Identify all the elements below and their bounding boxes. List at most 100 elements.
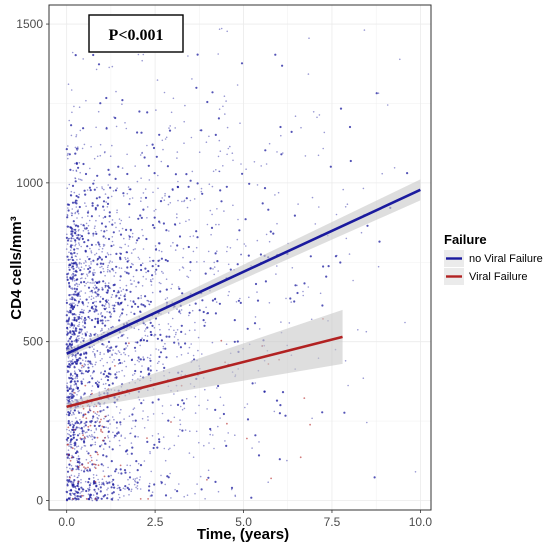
scatter-point-no-viral-failure (142, 192, 145, 194)
scatter-point-no-viral-failure (171, 317, 174, 320)
scatter-point-no-viral-failure (76, 450, 78, 452)
scatter-point-no-viral-failure (73, 228, 75, 231)
scatter-point-no-viral-failure (104, 303, 107, 305)
scatter-point-no-viral-failure (106, 493, 109, 496)
scatter-point-no-viral-failure (76, 325, 79, 327)
scatter-point-no-viral-failure (106, 229, 108, 232)
scatter-point-no-viral-failure (159, 328, 161, 331)
scatter-point-no-viral-failure (134, 369, 137, 373)
scatter-point-no-viral-failure (125, 289, 128, 292)
scatter-point-no-viral-failure (79, 237, 82, 239)
scatter-point-viral-failure (146, 437, 148, 439)
scatter-point-no-viral-failure (69, 392, 71, 395)
scatter-point-no-viral-failure (253, 322, 257, 325)
scatter-point-no-viral-failure (132, 408, 135, 411)
scatter-point-no-viral-failure (95, 281, 99, 284)
scatter-point-viral-failure (84, 384, 87, 387)
scatter-point-no-viral-failure (76, 335, 79, 337)
scatter-point-viral-failure (87, 466, 89, 469)
scatter-point-no-viral-failure (85, 489, 88, 493)
scatter-point-no-viral-failure (202, 310, 205, 314)
scatter-point-no-viral-failure (118, 218, 121, 220)
scatter-point-no-viral-failure (151, 491, 154, 494)
scatter-point-no-viral-failure (329, 165, 332, 168)
scatter-point-no-viral-failure (73, 384, 76, 386)
scatter-point-no-viral-failure (66, 476, 69, 478)
scatter-point-no-viral-failure (88, 265, 90, 267)
scatter-point-no-viral-failure (70, 346, 73, 348)
scatter-point-no-viral-failure (268, 240, 271, 243)
scatter-point-no-viral-failure (74, 465, 77, 467)
scatter-point-no-viral-failure (108, 311, 111, 314)
scatter-point-no-viral-failure (227, 263, 230, 266)
scatter-point-no-viral-failure (319, 292, 322, 295)
scatter-point-no-viral-failure (132, 478, 135, 481)
scatter-point-no-viral-failure (103, 353, 105, 355)
scatter-point-no-viral-failure (91, 372, 94, 374)
scatter-point-no-viral-failure (70, 362, 74, 365)
scatter-point-no-viral-failure (71, 258, 74, 262)
scatter-point-no-viral-failure (74, 441, 77, 444)
scatter-point-no-viral-failure (82, 490, 84, 492)
scatter-point-no-viral-failure (78, 244, 81, 246)
scatter-point-no-viral-failure (77, 483, 79, 486)
scatter-point-no-viral-failure (83, 422, 86, 425)
scatter-point-no-viral-failure (68, 237, 70, 240)
scatter-point-no-viral-failure (233, 340, 236, 343)
scatter-point-no-viral-failure (70, 124, 73, 127)
scatter-point-no-viral-failure (94, 491, 97, 493)
scatter-point-no-viral-failure (150, 280, 153, 283)
scatter-point-no-viral-failure (167, 323, 170, 325)
scatter-point-no-viral-failure (71, 111, 73, 114)
scatter-point-no-viral-failure (254, 382, 257, 384)
scatter-point-no-viral-failure (139, 488, 142, 490)
scatter-point-no-viral-failure (74, 261, 77, 263)
scatter-point-no-viral-failure (149, 365, 152, 367)
scatter-point-viral-failure (99, 420, 101, 423)
scatter-point-no-viral-failure (153, 210, 155, 212)
scatter-point-no-viral-failure (71, 360, 74, 363)
scatter-point-no-viral-failure (79, 234, 82, 236)
scatter-point-no-viral-failure (107, 420, 110, 423)
scatter-point-no-viral-failure (89, 332, 92, 335)
scatter-point-viral-failure (96, 436, 99, 439)
scatter-point-no-viral-failure (125, 127, 128, 130)
scatter-point-no-viral-failure (96, 459, 98, 462)
scatter-point-no-viral-failure (190, 343, 192, 345)
scatter-point-no-viral-failure (207, 250, 210, 253)
scatter-point-no-viral-failure (95, 300, 97, 303)
scatter-point-no-viral-failure (165, 356, 168, 359)
scatter-point-no-viral-failure (214, 297, 217, 300)
scatter-point-no-viral-failure (156, 362, 159, 365)
scatter-point-no-viral-failure (66, 319, 68, 322)
scatter-point-no-viral-failure (68, 457, 71, 460)
scatter-point-no-viral-failure (191, 78, 193, 80)
scatter-point-no-viral-failure (74, 377, 76, 380)
scatter-point-no-viral-failure (139, 214, 142, 217)
scatter-point-no-viral-failure (124, 471, 127, 474)
scatter-point-no-viral-failure (84, 260, 87, 262)
scatter-point-no-viral-failure (75, 299, 77, 302)
scatter-point-no-viral-failure (275, 273, 277, 275)
scatter-point-no-viral-failure (134, 363, 136, 366)
scatter-point-viral-failure (147, 498, 150, 500)
scatter-point-no-viral-failure (178, 342, 180, 345)
scatter-point-no-viral-failure (108, 66, 110, 69)
scatter-point-no-viral-failure (74, 152, 77, 155)
scatter-point-no-viral-failure (240, 253, 242, 256)
scatter-point-no-viral-failure (66, 276, 68, 279)
fit-lines (66, 188, 421, 409)
scatter-point-viral-failure (93, 463, 95, 465)
scatter-point-no-viral-failure (256, 239, 259, 242)
scatter-point-no-viral-failure (75, 356, 77, 359)
scatter-point-no-viral-failure (108, 446, 111, 449)
scatter-point-no-viral-failure (81, 337, 83, 339)
scatter-point-no-viral-failure (117, 484, 119, 487)
scatter-point-no-viral-failure (158, 281, 161, 284)
scatter-point-no-viral-failure (96, 320, 99, 324)
scatter-point-no-viral-failure (127, 245, 130, 247)
scatter-point-no-viral-failure (149, 321, 152, 324)
scatter-point-no-viral-failure (79, 464, 81, 467)
scatter-point-no-viral-failure (246, 327, 249, 330)
scatter-point-no-viral-failure (253, 161, 256, 163)
